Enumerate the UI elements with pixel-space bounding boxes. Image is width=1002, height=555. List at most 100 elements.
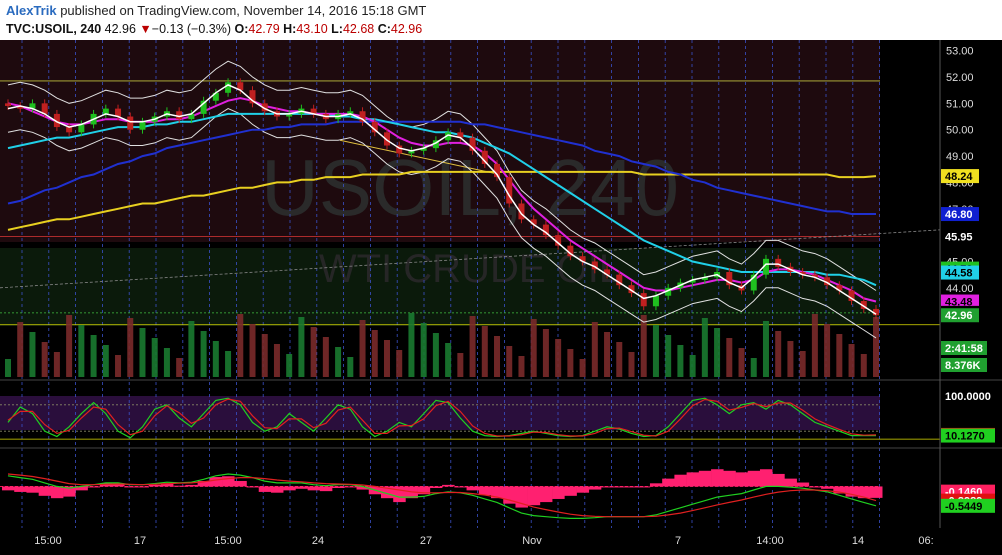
time-tick-label: 14:00 <box>756 535 784 547</box>
candle-body <box>139 121 146 130</box>
candle-body <box>359 111 366 122</box>
open-label: O: <box>234 22 249 36</box>
macd-histogram-bar <box>588 486 602 490</box>
volume-bar <box>530 319 537 377</box>
candle-body <box>848 290 855 302</box>
time-tick-label: Nov <box>522 535 542 547</box>
candle-body <box>66 127 73 133</box>
macd-histogram-bar <box>539 486 553 503</box>
author-link[interactable]: AlexTrik <box>6 3 57 18</box>
bollinger-lower <box>7 108 877 339</box>
macd-histogram-bar <box>148 484 162 487</box>
macd-histogram-bar <box>38 486 52 496</box>
macd-histogram-bar <box>209 477 223 487</box>
volume-bar <box>200 331 207 377</box>
volume-bar <box>17 322 24 377</box>
volume-bar <box>481 326 488 377</box>
volume-bar <box>799 351 806 377</box>
macd-histogram-bar <box>625 486 638 488</box>
macd-histogram-bar <box>319 486 333 492</box>
price-tick-label: 52.00 <box>946 72 974 84</box>
macd-histogram-bar <box>246 486 260 488</box>
chart-header: AlexTrik published on TradingView.com, N… <box>0 0 1002 40</box>
close-value: 42.96 <box>390 22 423 36</box>
macd-histogram-bar <box>808 486 822 488</box>
candle-body <box>591 261 598 270</box>
candle-body <box>775 258 782 267</box>
volume-bar <box>420 323 427 377</box>
candle-body <box>5 103 11 106</box>
close-label: C: <box>377 22 391 36</box>
high-value: 43.10 <box>296 22 328 36</box>
candle-body <box>176 111 183 120</box>
stoch-badge: 100.0000 <box>945 391 991 403</box>
volume-bar <box>29 332 36 377</box>
macd-histogram-bar <box>564 486 577 496</box>
candle-body <box>469 137 476 151</box>
volume-bar <box>518 356 525 377</box>
price-badge-bg <box>941 169 979 184</box>
macd-histogram-bar <box>491 486 504 499</box>
volume-bar <box>506 346 513 377</box>
macd-histogram-bar <box>662 478 675 487</box>
volume-bar <box>726 338 733 377</box>
candle-body <box>408 150 415 154</box>
volume-bar <box>225 351 232 377</box>
candle-body <box>102 108 109 114</box>
volume-bar <box>396 350 403 377</box>
price-badge: 45.95 <box>945 231 973 243</box>
macd-histogram-bar <box>649 483 663 487</box>
volume-bar <box>163 348 170 377</box>
macd-histogram-bar <box>698 470 712 487</box>
countdown-badge-bg <box>941 341 987 355</box>
time-tick-label: 27 <box>420 535 432 547</box>
macd-histogram-bar <box>576 486 590 493</box>
macd-histogram-bar <box>857 486 871 499</box>
candle-body <box>616 274 623 286</box>
last-price: 42.96 <box>104 22 136 36</box>
stoch-badge: 10.1270 <box>945 431 985 443</box>
candle-body <box>701 277 708 280</box>
volume-bar <box>457 353 464 377</box>
candle-body <box>542 224 549 236</box>
price-tick-label: 44.00 <box>946 283 974 295</box>
macd-histogram-bar <box>295 486 308 489</box>
candle-body <box>860 301 867 309</box>
macd-histogram-bar <box>380 486 394 499</box>
volume-bar <box>762 321 769 377</box>
candle-body <box>481 150 488 164</box>
ma-yellow-line <box>7 170 877 231</box>
candle-body <box>762 258 769 275</box>
time-tick-label: 15:00 <box>34 535 62 547</box>
macd-histogram-bar <box>185 484 198 487</box>
volume-bar <box>469 316 476 377</box>
macd-histogram-bar <box>466 486 480 491</box>
volume-bar <box>714 328 721 377</box>
macd-histogram-bar <box>723 470 736 487</box>
macd-histogram-bar <box>307 486 321 491</box>
volume-bar <box>445 343 452 377</box>
price-tick-label: 49.00 <box>946 151 974 163</box>
volume-bar <box>383 340 390 377</box>
candle-body <box>750 274 757 291</box>
candle-body <box>383 132 390 146</box>
macd-histogram-bar <box>821 486 834 489</box>
price-badge: 42.96 <box>945 310 973 322</box>
macd-histogram-bar <box>552 486 565 499</box>
macd-histogram-bar <box>136 486 149 488</box>
volume-bar <box>701 318 708 377</box>
volume-bar <box>616 342 623 377</box>
macd-histogram-bar <box>234 480 247 487</box>
macd-histogram-bar <box>258 486 272 492</box>
volume-bar <box>322 337 329 377</box>
stoch-line-d <box>7 398 877 437</box>
macd-histogram-bar <box>50 486 64 499</box>
stoch-line-k <box>7 397 876 439</box>
price-badge-bg <box>941 294 979 309</box>
macd-histogram-bar <box>527 486 541 506</box>
candle-body <box>604 269 611 275</box>
candle-body <box>249 90 256 104</box>
trend-line <box>0 229 941 289</box>
candle-body <box>689 279 696 283</box>
